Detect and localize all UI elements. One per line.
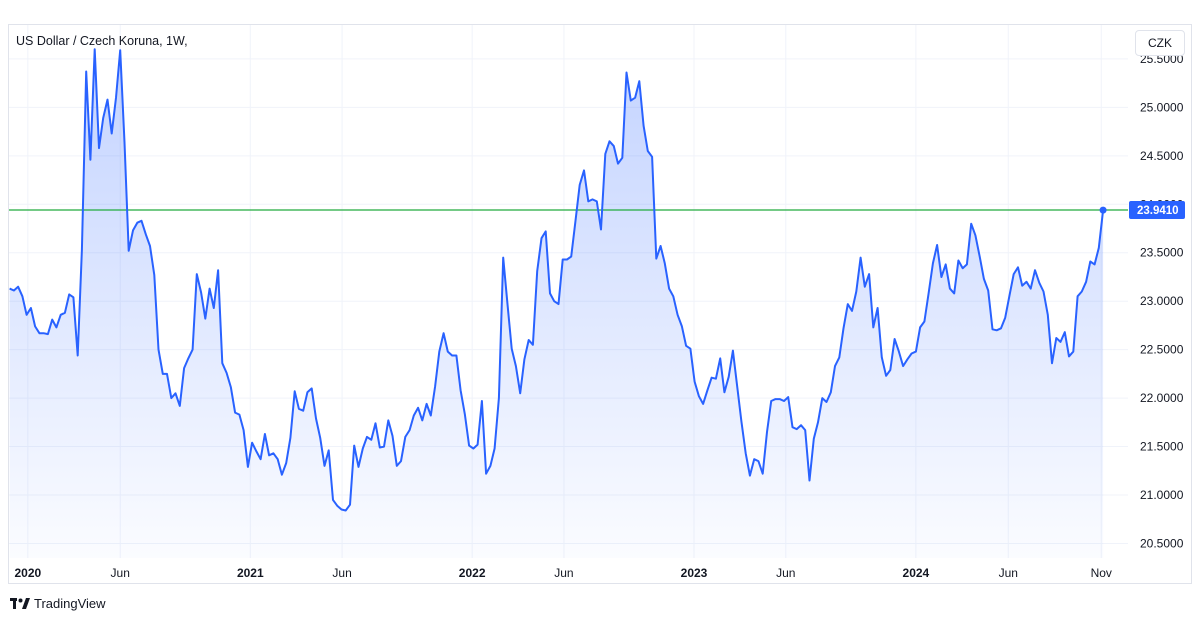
- x-tick-label: 2022: [459, 566, 486, 580]
- y-tick-label: 22.0000: [1140, 391, 1184, 405]
- x-tick-label: 2020: [14, 566, 41, 580]
- x-tick-label: Jun: [332, 566, 351, 580]
- last-price-label: 23.9410: [1129, 200, 1185, 219]
- y-axis[interactable]: 20.5000 21.0000 21.5000 22.0000 22.5000 23.00…: [1140, 52, 1184, 551]
- x-tick-label: 2024: [903, 566, 930, 580]
- y-tick-label: 20.5000: [1140, 536, 1184, 550]
- brand-name: TradingView: [34, 596, 106, 611]
- last-price-value: 23.9410: [1137, 205, 1179, 217]
- chart-title: US Dollar / Czech Koruna, 1W,: [16, 34, 188, 48]
- x-tick-label: Nov: [1091, 566, 1112, 580]
- tradingview-logo-icon: [10, 597, 30, 609]
- tradingview-logo[interactable]: TradingView: [10, 596, 106, 611]
- price-line: [9, 48, 1105, 512]
- x-tick-label: Jun: [776, 566, 795, 580]
- x-tick-label: Jun: [554, 566, 573, 580]
- y-tick-label: 21.5000: [1140, 440, 1184, 454]
- y-tick-label: 23.5000: [1140, 246, 1184, 260]
- x-tick-label: Jun: [111, 566, 130, 580]
- x-tick-label: 2021: [237, 566, 264, 580]
- chart-frame: [8, 24, 1192, 584]
- y-tick-label: 24.5000: [1140, 149, 1184, 163]
- last-price-dot: [1099, 206, 1107, 214]
- y-tick-label: 22.5000: [1140, 343, 1184, 357]
- y-tick-label: 23.0000: [1140, 294, 1184, 308]
- y-tick-label: 21.0000: [1140, 488, 1184, 502]
- currency-selector[interactable]: CZK: [1135, 30, 1185, 56]
- x-tick-label: 2023: [681, 566, 708, 580]
- y-tick-label: 25.0000: [1140, 100, 1184, 114]
- x-axis[interactable]: 2020 Jun 2021 Jun 2022 Jun 2023 Jun 2024 Jun Nov: [14, 566, 1111, 580]
- x-tick-label: Jun: [999, 566, 1018, 580]
